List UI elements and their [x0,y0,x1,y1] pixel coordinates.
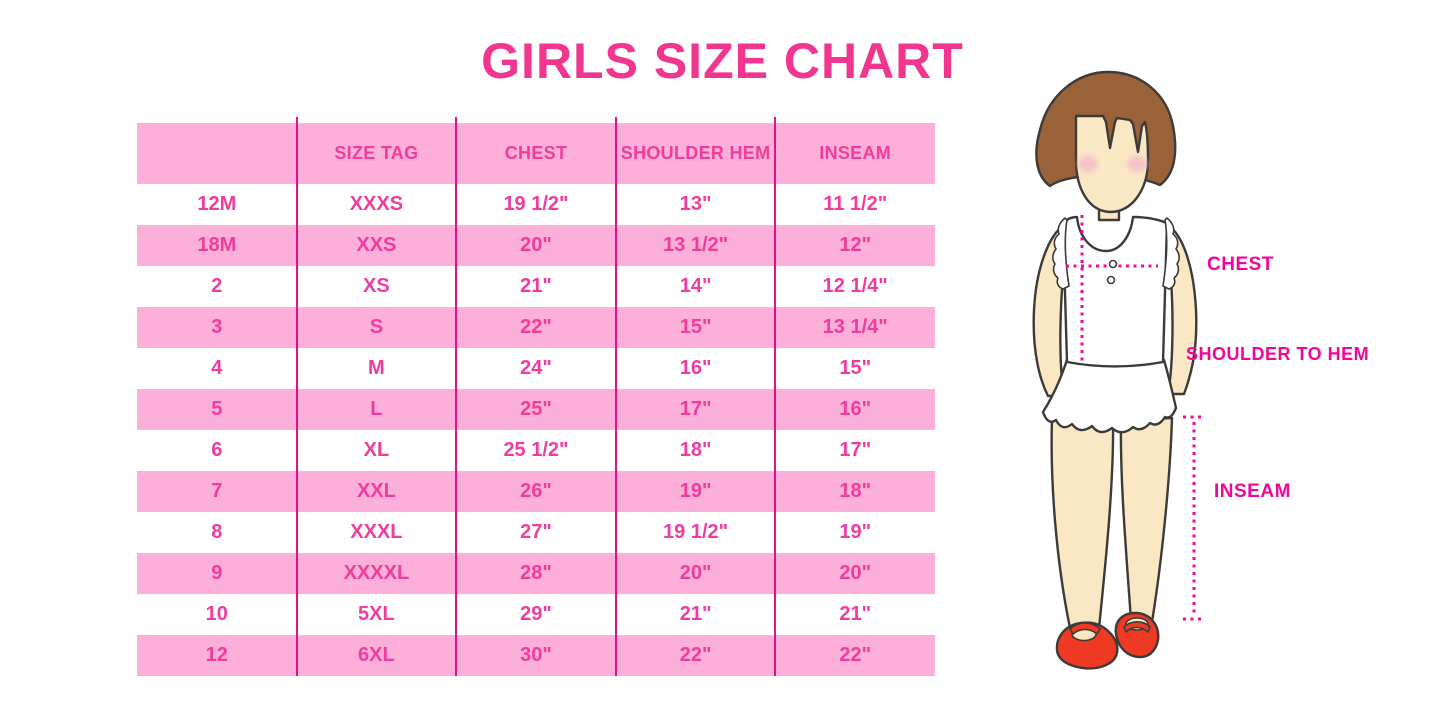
column-divider [295,117,298,676]
table-cell: 13 1/4" [822,316,888,338]
table-cell: 6XL [358,644,395,666]
table-cell: 18" [679,439,712,461]
table-cell: 22" [839,644,872,666]
column-divider [455,117,458,676]
table-cell: 25" [520,398,552,420]
table-cell: XXL [356,480,396,502]
face [1074,114,1150,214]
shoulder-to-hem-measure-label: SHOULDER TO HEM [1186,344,1370,364]
table-row: 6 XL 25 1/2" 18" 17" [137,430,935,471]
table-cell: S [369,316,384,338]
table-cell: 15" [679,316,712,338]
table-cell: M [368,357,385,379]
table-row: 3 S 22" 15" 13 1/4" [137,307,935,348]
table-cell: 19" [679,480,712,502]
table-cell: 3 [211,316,223,338]
table-cell: 12" [839,234,872,256]
skirt [1041,358,1178,434]
table-cell: 7 [211,480,223,502]
table-row: 4 M 24" 16" 15" [137,348,935,389]
table-cell: 21" [520,275,552,297]
table-cell: XXS [356,234,397,256]
column-divider [774,117,777,676]
table-cell: 14" [679,275,712,297]
table-cell: 19 1/2" [503,193,569,215]
table-cell: 15" [839,357,872,379]
table-cell: 12 [205,644,228,666]
table-cell: 12 1/4" [822,275,888,297]
table-cell: 17" [839,439,872,461]
table-cell: 2 [211,275,223,297]
table-cell: 16" [839,398,872,420]
table-row: 8 XXXL 27" 19 1/2" 19" [137,512,935,553]
table-cell: 20" [520,234,552,256]
table-cell: L [370,398,383,420]
size-chart-table: SIZE TAG CHEST SHOULDER HEM INSEAM 12M XXXS 1… [137,117,935,676]
column-header: SIZE TAG [334,143,419,163]
table-body: 12M XXXS 19 1/2" 13" 11 1/2" 18M XXS 20" 13 1/2"… [137,184,935,676]
table-cell: 4 [211,357,223,379]
table-cell: 27" [520,521,552,543]
table-cell: 19" [839,521,872,543]
table-cell: 8 [211,521,223,543]
table-cell: 16" [679,357,712,379]
table-cell: 26" [520,480,552,502]
table-cell: 18M [197,234,237,256]
top [1061,215,1169,368]
table-row: 18M XXS 20" 13 1/2" 12" [137,225,935,266]
table-cell: 21" [679,603,712,625]
column-divider [614,117,617,676]
table-row: 10 5XL 29" 21" 21" [137,594,935,635]
table-cell: 21" [839,603,872,625]
table-cell: 22" [679,644,712,666]
table-cell: 19 1/2" [663,521,729,543]
table-cell: 28" [520,562,552,584]
table-cell: 24" [520,357,552,379]
blush-left [1078,156,1098,172]
chest-measure-label: CHEST [1207,254,1274,275]
legs [1050,416,1174,630]
table-cell: 17" [679,398,712,420]
inseam-measure-label: INSEAM [1214,481,1291,502]
table-cell: 25 1/2" [503,439,569,461]
button-top [1108,259,1118,269]
table-cell: 18" [839,480,872,502]
table-cell: 13 1/2" [663,234,729,256]
table-row: 7 XXL 26" 19" 18" [137,471,935,512]
table-cell: 5XL [358,603,395,625]
table-row: 9 XXXXL 28" 20" 20" [137,553,935,594]
shoes [1055,611,1160,670]
button-bottom [1106,275,1116,285]
table-cell: 20" [839,562,872,584]
table-cell: XXXS [349,193,404,215]
table-cell: 12M [197,193,237,215]
table-cell: 5 [211,398,223,420]
table-cell: 30" [520,644,552,666]
table-cell: 6 [211,439,223,461]
table-row: 12 6XL 30" 22" 22" [137,635,935,676]
girl-illustration [1032,70,1203,670]
table-cell: 10 [205,603,228,625]
table-cell: 13" [679,193,712,215]
shoulder-ruffles [1052,217,1180,290]
column-header [137,123,297,184]
table-cell: 20" [679,562,712,584]
column-header: CHEST [504,143,568,163]
table-cell: 29" [520,603,552,625]
table-cell: XXXXL [343,562,410,584]
table-row: 5 L 25" 17" 16" [137,389,935,430]
table-cell: 11 1/2" [823,193,888,215]
table-cell: XL [363,439,390,461]
table-cell: XS [363,275,390,297]
table-row: 12M XXXS 19 1/2" 13" 11 1/2" [137,184,935,225]
table-cell: XXXL [350,521,403,543]
page-title: GIRLS SIZE CHART [481,33,964,89]
blush-right [1127,156,1147,172]
table-row: 2 XS 21" 14" 12 1/4" [137,266,935,307]
column-header: SHOULDER HEM [620,143,771,163]
table-header-row: SIZE TAG CHEST SHOULDER HEM INSEAM [137,123,935,184]
table-cell: 22" [520,316,552,338]
column-header: INSEAM [819,143,892,163]
table-cell: 9 [211,562,223,584]
